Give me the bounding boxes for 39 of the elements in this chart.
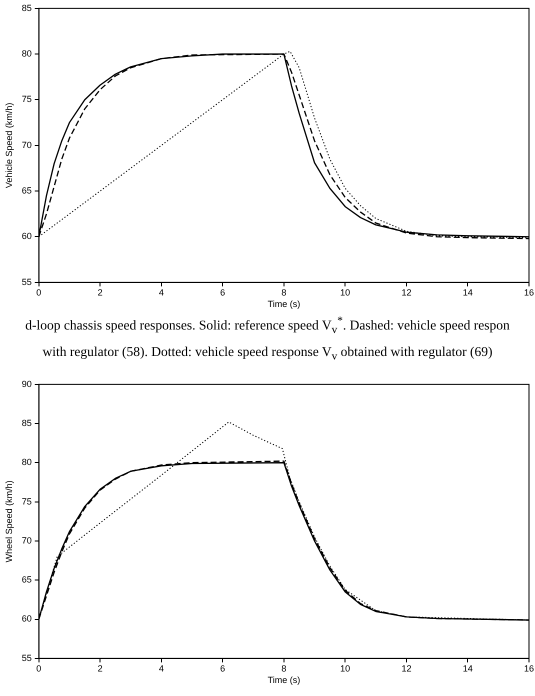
y-tick-label: 90: [22, 378, 32, 389]
y-tick-label: 60: [22, 231, 32, 242]
y-tick-label: 55: [22, 652, 32, 663]
y-tick-label: 65: [22, 186, 32, 196]
x-tick-label: 16: [524, 663, 534, 674]
x-tick-label: 2: [98, 663, 103, 674]
x-tick-label: 6: [220, 663, 226, 674]
y-tick-label: 80: [22, 48, 32, 59]
y-tick-label: 70: [22, 535, 32, 546]
x-tick-label: 12: [401, 287, 412, 298]
x-tick-label: 0: [36, 663, 42, 674]
x-axis-title: Time (s): [268, 299, 300, 310]
y-tick-label: 85: [22, 2, 32, 13]
y-tick-label: 75: [22, 94, 32, 104]
y-tick-label: 70: [22, 140, 32, 150]
text: d-loop chassis speed responses. Solid: reference speed V$_{v}$$^{*}$. Dashed: vehicle speed respon: [24, 314, 511, 338]
x-tick-label: 4: [158, 663, 164, 674]
x-tick-label: 4: [158, 287, 164, 298]
x-tick-label: 8: [281, 663, 286, 674]
x-tick-label: 16: [524, 287, 534, 298]
y-axis-title: Vehicle Speed (km/h): [4, 102, 14, 188]
y-axis-title: Wheel Speed (km/h): [4, 480, 14, 562]
y-tick-label: 80: [22, 457, 32, 468]
x-tick-label: 6: [220, 287, 226, 298]
x-tick-label: 12: [401, 663, 412, 674]
y-tick-label: 85: [22, 418, 32, 428]
x-tick-label: 14: [462, 663, 473, 674]
x-axis-title: Time (s): [268, 674, 300, 685]
text: with regulator (58). Dotted: vehicle speed response V$_{v}$ obtained with regulator (69): [41, 343, 494, 365]
x-tick-label: 10: [340, 663, 350, 674]
y-tick-label: 75: [22, 496, 32, 506]
y-tick-label: 55: [22, 276, 32, 287]
x-tick-label: 14: [462, 287, 473, 298]
y-tick-label: 60: [22, 614, 32, 624]
x-tick-label: 10: [340, 287, 350, 298]
x-tick-label: 8: [281, 287, 286, 298]
y-tick-label: 65: [22, 574, 32, 584]
x-tick-label: 0: [36, 287, 42, 298]
x-tick-label: 2: [98, 287, 103, 298]
